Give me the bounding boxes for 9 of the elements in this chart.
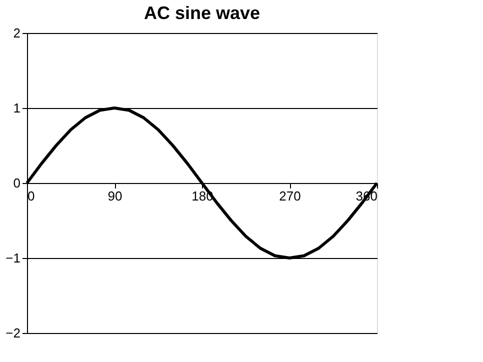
x-tick-label: 0 [28, 188, 35, 204]
x-tick-label: 90 [108, 188, 122, 204]
y-tick-label: 1 [13, 100, 20, 116]
x-tick-label: 270 [279, 188, 301, 204]
y-tick-label: 2 [13, 26, 20, 40]
y-tick-label: −1 [6, 250, 20, 266]
chart-title: AC sine wave [144, 3, 260, 23]
y-tick-label: −2 [6, 326, 20, 340]
y-tick-label: 0 [13, 176, 20, 190]
